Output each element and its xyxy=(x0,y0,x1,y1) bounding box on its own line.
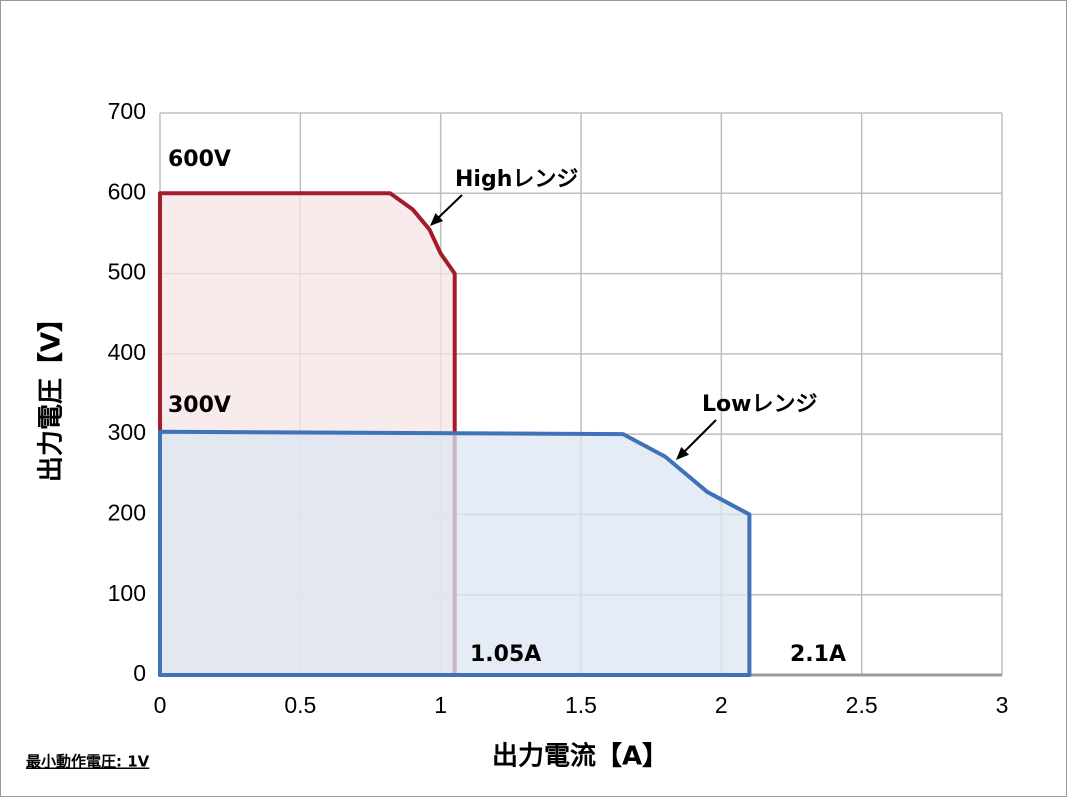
annotation: 1.05A xyxy=(470,642,541,667)
arrow-head xyxy=(430,213,444,226)
x-tick-label: 2 xyxy=(715,692,728,718)
y-tick-label: 0 xyxy=(133,660,146,686)
y-axis-label: 出力電圧【V】 xyxy=(37,306,67,482)
annotation: 2.1A xyxy=(790,642,846,667)
x-tick-label: 2.5 xyxy=(846,692,878,718)
annotation: 300V xyxy=(168,393,231,418)
y-tick-label: 700 xyxy=(108,98,146,124)
x-tick-label: 0.5 xyxy=(284,692,316,718)
y-tick-label: 300 xyxy=(108,419,146,445)
arrow-head xyxy=(676,447,689,460)
arrow xyxy=(435,194,463,221)
footnote: 最小動作電圧: 1V xyxy=(26,753,150,771)
annotation: 600V xyxy=(168,147,231,172)
y-tick-label: 200 xyxy=(108,500,146,526)
series-label: Highレンジ xyxy=(455,167,578,192)
x-tick-label: 3 xyxy=(996,692,1009,718)
x-tick-label: 0 xyxy=(154,692,167,718)
x-tick-label: 1.5 xyxy=(565,692,597,718)
y-tick-label: 500 xyxy=(108,259,146,285)
y-tick-label: 100 xyxy=(108,580,146,606)
x-tick-label: 1 xyxy=(434,692,447,718)
y-tick-label: 600 xyxy=(108,178,146,204)
y-tick-label: 400 xyxy=(108,339,146,365)
area xyxy=(158,429,752,677)
series-label: Lowレンジ xyxy=(702,392,817,417)
x-axis-label: 出力電流【A】 xyxy=(492,742,668,772)
arrow xyxy=(681,419,717,455)
